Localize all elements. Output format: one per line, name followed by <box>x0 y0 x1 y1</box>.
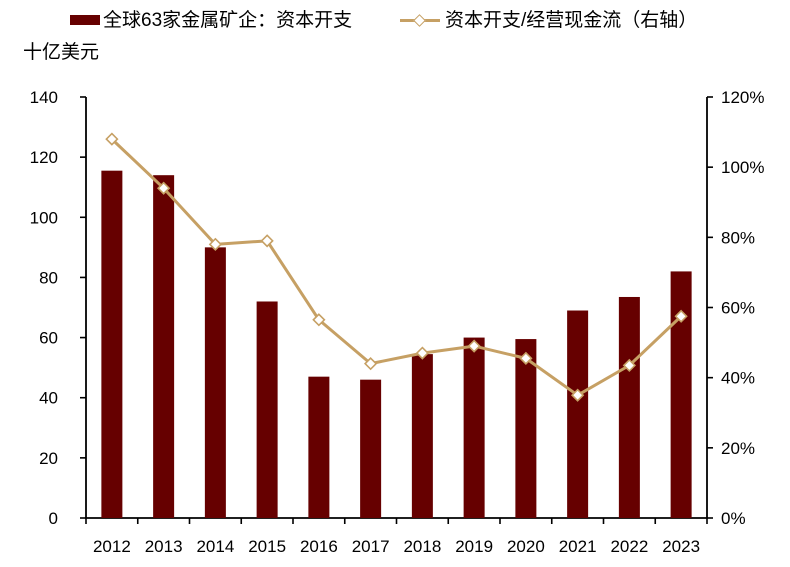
bar-2023 <box>670 271 692 518</box>
left-axis-tick-label: 140 <box>30 88 58 107</box>
right-axis-tick-label: 120% <box>721 88 764 107</box>
left-axis-tick-label: 60 <box>39 329 58 348</box>
bar-2014 <box>204 247 226 518</box>
bar-2015 <box>256 301 278 518</box>
left-axis-tick-label: 120 <box>30 148 58 167</box>
right-axis-tick-label: 20% <box>721 439 755 458</box>
line-marker-2012 <box>105 132 119 146</box>
left-axis-title: 十亿美元 <box>23 42 100 63</box>
legend-label-ratio: 资本开支/经营现金流（右轴） <box>445 10 698 31</box>
bar-2018 <box>411 354 433 518</box>
bar-series-swatch <box>70 15 100 25</box>
x-axis-label: 2016 <box>300 537 338 556</box>
left-axis-tick-label: 100 <box>30 208 58 227</box>
bar-2012 <box>101 170 123 519</box>
bar-2017 <box>360 379 382 518</box>
right-axis-tick-label: 40% <box>721 369 755 388</box>
line-marker-2021 <box>570 388 585 402</box>
line-marker-2020 <box>519 351 533 366</box>
bar-2016 <box>308 376 330 518</box>
line-marker-2017 <box>363 357 378 371</box>
x-axis-label: 2017 <box>352 537 390 556</box>
legend-label-capex: 全球63家金属矿企：资本开支 <box>103 10 353 31</box>
bar-2020 <box>515 339 537 518</box>
x-axis-label: 2023 <box>662 537 700 556</box>
bar-2013 <box>153 175 175 518</box>
left-axis-tick-label: 40 <box>39 389 58 408</box>
bar-2019 <box>463 337 485 518</box>
x-axis-label: 2014 <box>196 537 234 556</box>
x-axis-label: 2018 <box>403 537 441 556</box>
line-marker-2019 <box>467 339 481 353</box>
x-axis-label: 2022 <box>610 537 648 556</box>
bar-2022 <box>618 296 640 518</box>
line-marker-2022 <box>622 358 637 373</box>
ratio-line <box>110 137 683 397</box>
x-axis-label: 2015 <box>248 537 286 556</box>
line-marker-2018 <box>415 346 430 360</box>
left-axis-tick-label: 0 <box>49 509 58 528</box>
bar-2021 <box>567 310 589 518</box>
x-axis-label: 2020 <box>507 537 545 556</box>
x-axis-label: 2021 <box>559 537 597 556</box>
line-marker-2014 <box>208 237 223 251</box>
line-marker-2016 <box>312 313 326 327</box>
x-axis-label: 2019 <box>455 537 493 556</box>
left-axis-tick-label: 80 <box>39 268 58 287</box>
right-axis-tick-label: 60% <box>721 299 755 318</box>
right-axis-tick-label: 0% <box>721 509 746 528</box>
line-marker-2023 <box>674 309 688 323</box>
line-marker-2013 <box>156 181 171 195</box>
left-axis-tick-label: 20 <box>39 449 58 468</box>
x-axis-label: 2013 <box>145 537 183 556</box>
right-axis-tick-label: 100% <box>721 158 764 177</box>
right-axis-tick-label: 80% <box>721 228 755 247</box>
x-axis-label: 2012 <box>93 537 131 556</box>
line-marker-2015 <box>260 234 274 248</box>
